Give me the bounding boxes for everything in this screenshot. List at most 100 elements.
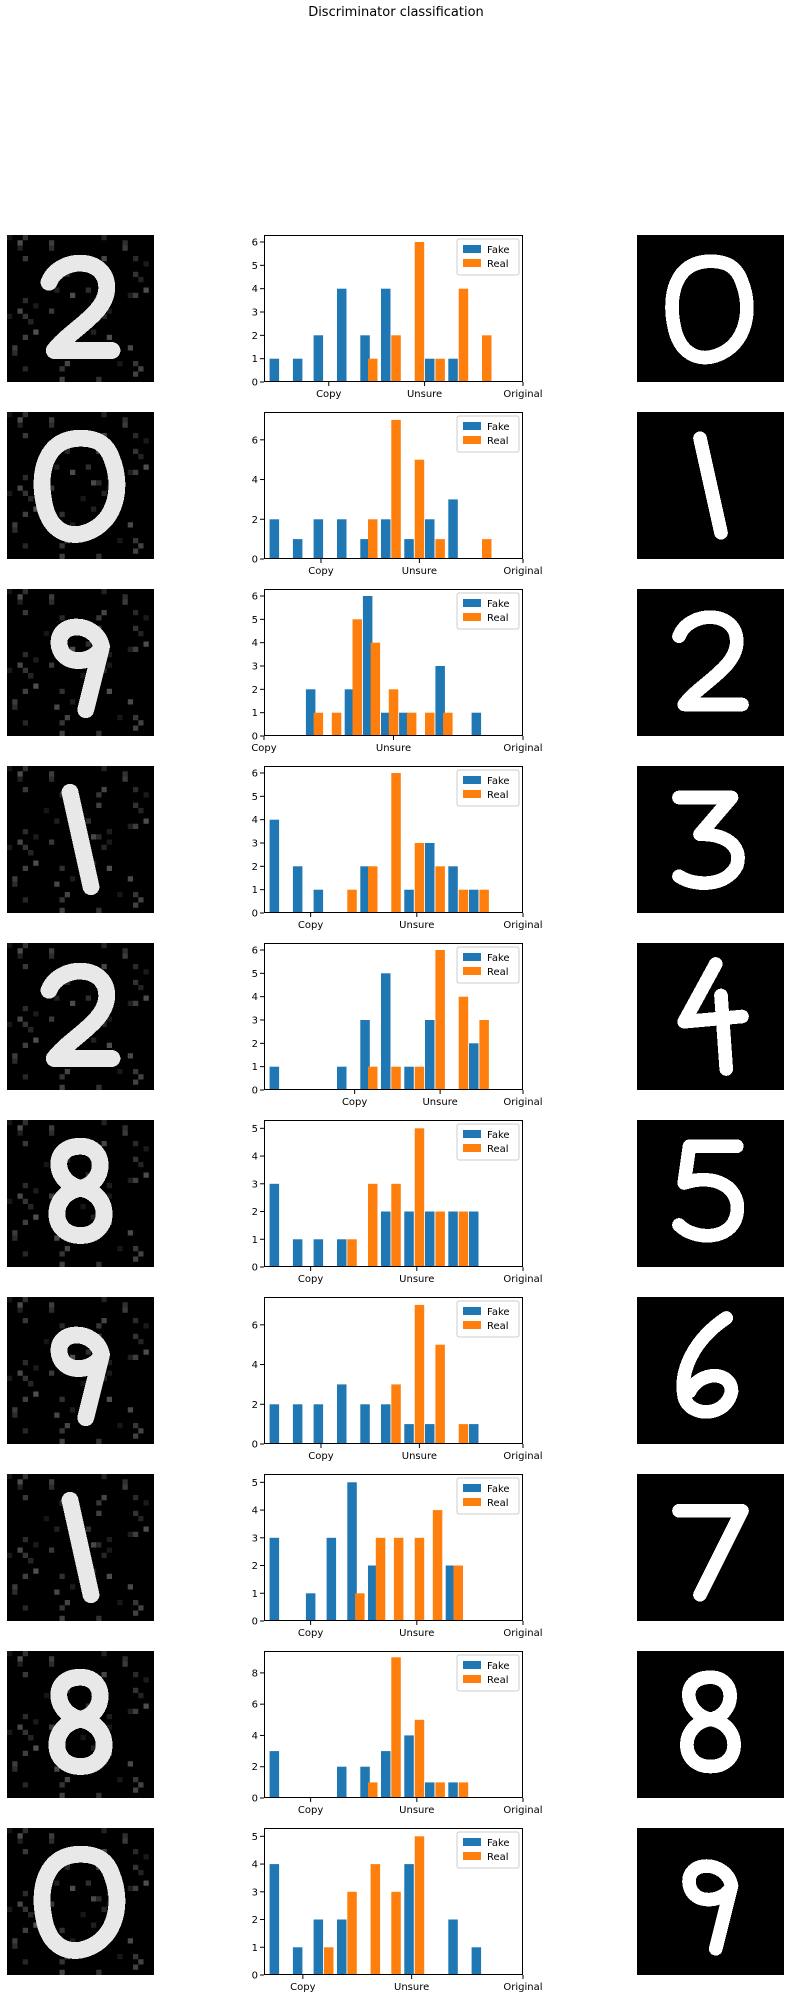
digit-stroke bbox=[672, 610, 749, 712]
real-bar bbox=[458, 288, 469, 382]
discriminator-histogram: 0 1 2 3 4 5 6 Copy Unsure Original Fake Real bbox=[252, 766, 543, 931]
digit-stroke bbox=[33, 429, 126, 543]
digit-stroke bbox=[48, 1137, 113, 1244]
legend-real-swatch bbox=[463, 1852, 481, 1860]
x-tick-label: Copy bbox=[298, 1628, 323, 1639]
fake-bar bbox=[292, 358, 303, 382]
y-tick-label: 3 bbox=[252, 1016, 258, 1027]
x-tick-label: Original bbox=[503, 1274, 542, 1285]
fake-bar bbox=[337, 1766, 347, 1798]
fake-bar bbox=[404, 1735, 414, 1798]
real-bar bbox=[375, 1537, 386, 1621]
real-bar bbox=[368, 1066, 378, 1090]
fake-bar bbox=[326, 1537, 337, 1621]
fake-bar bbox=[448, 1919, 458, 1975]
real-bar bbox=[414, 1304, 425, 1444]
original-digit-image bbox=[637, 412, 784, 559]
legend-real-label: Real bbox=[487, 1498, 509, 1509]
fake-bar bbox=[269, 1751, 280, 1798]
x-tick-label: Unsure bbox=[399, 1628, 434, 1639]
y-tick-label: 2 bbox=[252, 1915, 258, 1926]
fake-bar bbox=[313, 1404, 324, 1444]
real-bar bbox=[391, 1657, 401, 1798]
original-sample-image bbox=[637, 1297, 784, 1444]
fake-bar bbox=[313, 519, 324, 559]
legend-real-swatch bbox=[463, 1321, 481, 1329]
fake-bar bbox=[425, 519, 435, 559]
figure-title: Discriminator classification bbox=[308, 5, 484, 20]
x-tick-label: Copy bbox=[251, 743, 276, 754]
original-digit-image bbox=[637, 1651, 784, 1798]
figure-row: 0 2 4 6 8 Copy Unsure Original Fake Real bbox=[0, 1651, 792, 1816]
fake-bar bbox=[313, 335, 324, 382]
digit-stroke bbox=[61, 1491, 100, 1604]
fake-bar bbox=[313, 1919, 324, 1975]
y-tick-label: 5 bbox=[252, 1124, 258, 1135]
original-digit-image bbox=[637, 943, 784, 1090]
y-tick-label: 4 bbox=[252, 284, 258, 295]
legend-real-swatch bbox=[463, 967, 481, 975]
y-tick-label: 2 bbox=[252, 515, 258, 526]
y-tick-label: 3 bbox=[252, 662, 258, 673]
figure-row: 0 2 4 6 Copy Unsure Original Fake Real bbox=[0, 412, 792, 577]
y-tick-label: 0 bbox=[252, 555, 258, 566]
legend-real-label: Real bbox=[487, 967, 509, 978]
legend: Fake Real bbox=[456, 1123, 520, 1161]
legend-real-swatch bbox=[463, 436, 481, 444]
legend: Fake Real bbox=[456, 1831, 520, 1869]
fake-bar bbox=[337, 288, 347, 382]
generated-sample-image bbox=[7, 766, 154, 913]
plot-frame bbox=[264, 1828, 523, 1975]
plot-frame bbox=[264, 1651, 523, 1798]
y-tick-label: 2 bbox=[252, 1762, 258, 1773]
real-bar bbox=[458, 996, 469, 1090]
y-tick-label: 1 bbox=[252, 1235, 258, 1246]
fake-bar bbox=[313, 1239, 324, 1267]
fake-bar bbox=[448, 866, 458, 913]
legend-fake-label: Fake bbox=[487, 1838, 510, 1849]
figure-row: 0 1 2 3 4 5 6 Copy Unsure Original Fake Real bbox=[0, 943, 792, 1108]
fake-bar bbox=[425, 1782, 435, 1798]
generated-sample-image bbox=[7, 1297, 154, 1444]
real-bar bbox=[391, 1066, 401, 1090]
fake-bar bbox=[269, 819, 280, 913]
real-bar bbox=[368, 519, 378, 559]
x-tick-label: Unsure bbox=[399, 1274, 434, 1285]
y-tick-label: 6 bbox=[252, 435, 258, 446]
legend-fake-swatch bbox=[463, 1484, 481, 1492]
x-tick-label: Copy bbox=[298, 1274, 323, 1285]
fake-bar bbox=[337, 519, 347, 559]
legend-fake-label: Fake bbox=[487, 1130, 510, 1141]
real-bar bbox=[347, 1891, 357, 1975]
y-tick-label: 2 bbox=[252, 862, 258, 873]
x-tick-label: Original bbox=[503, 566, 542, 577]
original-sample-image bbox=[637, 235, 784, 382]
fake-bar bbox=[269, 1864, 280, 1975]
real-bar bbox=[391, 1384, 401, 1444]
fake-bar bbox=[360, 866, 370, 913]
x-tick-label: Original bbox=[503, 1628, 542, 1639]
legend-real-swatch bbox=[463, 1675, 481, 1683]
real-bar bbox=[414, 1128, 425, 1267]
fake-bar bbox=[305, 689, 316, 736]
real-bar bbox=[388, 689, 399, 736]
y-tick-label: 1 bbox=[252, 708, 258, 719]
original-digit-image bbox=[637, 1120, 784, 1267]
fake-bar bbox=[292, 1404, 303, 1444]
real-bar bbox=[458, 1782, 469, 1798]
discriminator-histogram: 0 1 2 3 4 5 6 Copy Unsure Original Fake Real bbox=[251, 589, 543, 754]
digit-stroke bbox=[672, 1139, 745, 1243]
real-bar bbox=[391, 1891, 401, 1975]
fake-bar bbox=[469, 1043, 479, 1090]
generated-sample-image bbox=[7, 1651, 154, 1798]
real-bar bbox=[482, 335, 492, 382]
y-tick-label: 0 bbox=[252, 378, 258, 389]
x-tick-label: Copy bbox=[298, 920, 323, 931]
figure-row: 0 1 2 3 4 5 6 Copy Unsure Original Fake Real bbox=[0, 589, 792, 754]
y-tick-label: 4 bbox=[252, 1152, 258, 1163]
y-tick-label: 0 bbox=[252, 1263, 258, 1274]
plot-frame bbox=[264, 589, 523, 736]
legend-fake-swatch bbox=[463, 1307, 481, 1315]
legend-real-label: Real bbox=[487, 1675, 509, 1686]
legend-fake-label: Fake bbox=[487, 1661, 510, 1672]
